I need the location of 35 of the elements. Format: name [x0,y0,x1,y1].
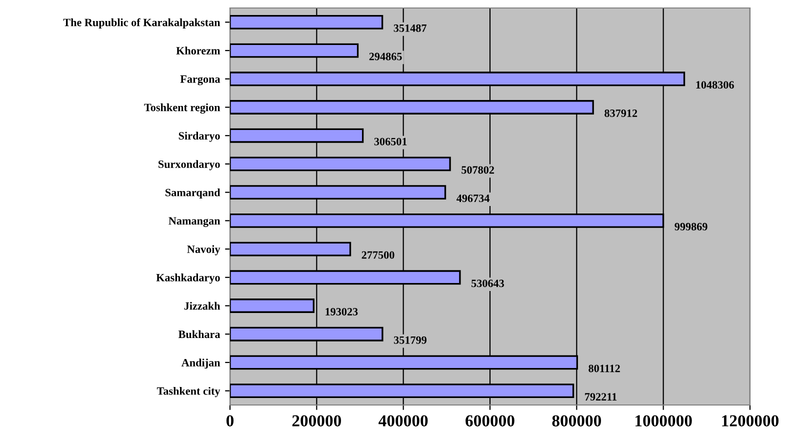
data-label: 530643 [472,280,504,288]
data-label: 496734 [456,194,490,202]
y-tick-label: Khorezm [176,46,220,54]
y-tick-label: The Rupublic of Karakalpakstan [63,18,220,28]
data-label: 277500 [362,251,394,259]
y-tick-label: Namangan [168,217,220,227]
data-label: 351799 [394,336,426,344]
data-label: 351487 [394,24,426,32]
x-tick-label: 1000000 [636,415,692,426]
data-label: 792211 [585,393,617,401]
x-tick-label: 1200000 [722,415,779,426]
x-tick-label: 800000 [552,415,602,426]
y-tick-label: Surxondaryo [158,160,220,170]
y-tick-label: Fargona [180,75,220,86]
y-tick-label: Samarqand [165,188,220,199]
data-label: 999869 [674,222,708,230]
x-tick-label: 600000 [466,415,514,426]
x-tick-label: 400000 [378,415,428,426]
y-tick-label: Toshkent region [144,103,220,114]
data-label: 837912 [604,109,638,117]
y-tick-label: Kashkadaryo [156,274,220,284]
y-tick-label: Sirdaryo [178,132,220,142]
y-tick-label: Jizzakh [184,302,220,310]
y-tick-label: Bukhara [178,330,220,338]
y-tick-label: Andijan [181,358,220,369]
data-label: 193023 [326,308,358,316]
x-tick-label: 0 [226,415,234,426]
data-label: 294865 [369,52,402,60]
data-label: 1048306 [696,81,734,89]
data-label: 306501 [374,138,407,146]
data-label: 801112 [588,364,620,372]
x-tick-label: 200000 [292,415,342,426]
y-tick-label: Navoiy [187,245,220,256]
y-tick-label: Tashkent city [156,386,220,398]
data-label: 507802 [462,166,494,174]
